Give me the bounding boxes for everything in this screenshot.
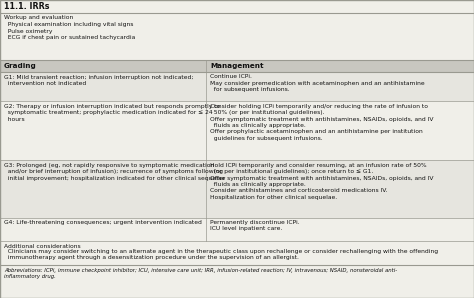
Text: Permanently discontinue ICPi.
ICU level inpatient care.: Permanently discontinue ICPi. ICU level …: [210, 220, 300, 231]
Text: G3: Prolonged (eg, not rapidly responsive to symptomatic medication
  and/or bri: G3: Prolonged (eg, not rapidly responsiv…: [4, 163, 225, 181]
Text: Consider holding ICPi temporarily and/or reducing the rate of infusion to
  50% : Consider holding ICPi temporarily and/or…: [210, 104, 434, 141]
Text: Additional considerations: Additional considerations: [4, 244, 81, 249]
Bar: [0, 60, 474, 72]
Text: Clinicians may consider switching to an alternate agent in the therapeutic class: Clinicians may consider switching to an …: [4, 249, 438, 260]
Bar: [0, 160, 474, 218]
Text: G4: Life-threatening consequences; urgent intervention indicated: G4: Life-threatening consequences; urgen…: [4, 220, 201, 225]
Text: Hold ICPi temporarily and consider resuming, at an infusion rate of 50%
  (or pe: Hold ICPi temporarily and consider resum…: [210, 163, 434, 200]
Text: G1: Mild transient reaction; infusion interruption not indicated;
  intervention: G1: Mild transient reaction; infusion in…: [4, 74, 193, 86]
Text: Continue ICPi.
May consider premedication with acetaminophen and an antihistamin: Continue ICPi. May consider premedicatio…: [210, 74, 425, 92]
Bar: [0, 13, 474, 60]
Text: Grading: Grading: [4, 63, 36, 69]
Text: Workup and evaluation
  Physical examination including vital signs
  Pulse oxime: Workup and evaluation Physical examinati…: [4, 15, 135, 40]
Bar: [0, 1, 474, 13]
Text: Management: Management: [210, 63, 264, 69]
Bar: [0, 72, 474, 101]
Text: G2: Therapy or infusion interruption indicated but responds promptly to
  sympto: G2: Therapy or infusion interruption ind…: [4, 104, 220, 122]
Text: Abbreviations: ICPi, immune checkpoint inhibitor; ICU, intensive care unit; IRR,: Abbreviations: ICPi, immune checkpoint i…: [4, 268, 397, 280]
Bar: [0, 241, 474, 265]
Text: 11.1. IRRs: 11.1. IRRs: [4, 2, 49, 11]
